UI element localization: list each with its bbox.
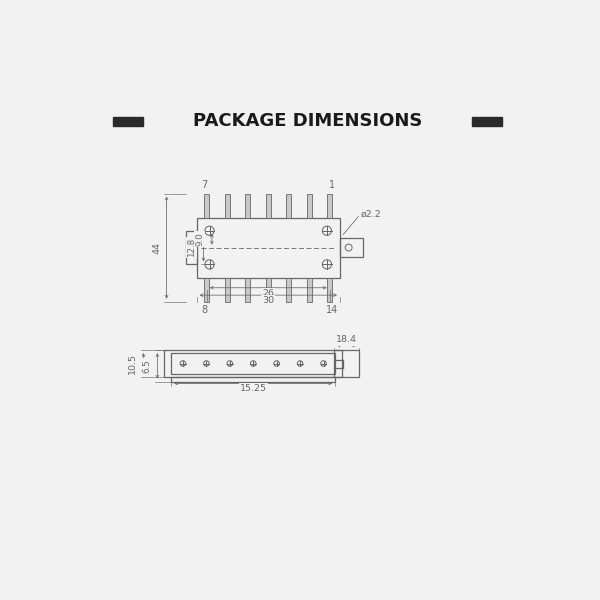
Bar [472,117,502,126]
Bar [164,350,342,377]
Bar [171,377,335,382]
Bar [307,278,311,302]
Bar [340,238,363,257]
Bar [225,194,230,218]
Text: PACKAGE DIMENSIONS: PACKAGE DIMENSIONS [193,112,422,130]
Text: 10.5: 10.5 [127,353,136,374]
Bar [334,350,359,377]
Bar [197,218,340,278]
Bar [113,117,143,126]
Bar [327,278,332,302]
Bar [205,278,209,302]
Bar [205,194,209,218]
Bar [266,278,271,302]
Bar [327,194,332,218]
Text: 14: 14 [326,305,338,315]
Text: 9.0: 9.0 [196,232,205,246]
Bar [307,194,311,218]
Text: 26: 26 [262,289,274,298]
Text: 8: 8 [202,305,208,315]
Text: 44: 44 [153,242,162,254]
Bar [225,278,230,302]
Text: 12.8: 12.8 [187,238,196,257]
Bar [286,194,291,218]
Text: 1: 1 [329,180,335,190]
Bar [187,231,197,264]
Bar [245,278,250,302]
Text: 15.25: 15.25 [240,385,267,394]
Text: 6.5: 6.5 [143,359,152,373]
Text: 30: 30 [262,296,274,305]
Bar [171,353,335,374]
Bar [286,278,291,302]
Text: 18.4: 18.4 [336,335,357,344]
Text: 7: 7 [202,180,208,190]
Bar [245,194,250,218]
Bar [266,194,271,218]
Text: ø2.2: ø2.2 [361,209,382,218]
